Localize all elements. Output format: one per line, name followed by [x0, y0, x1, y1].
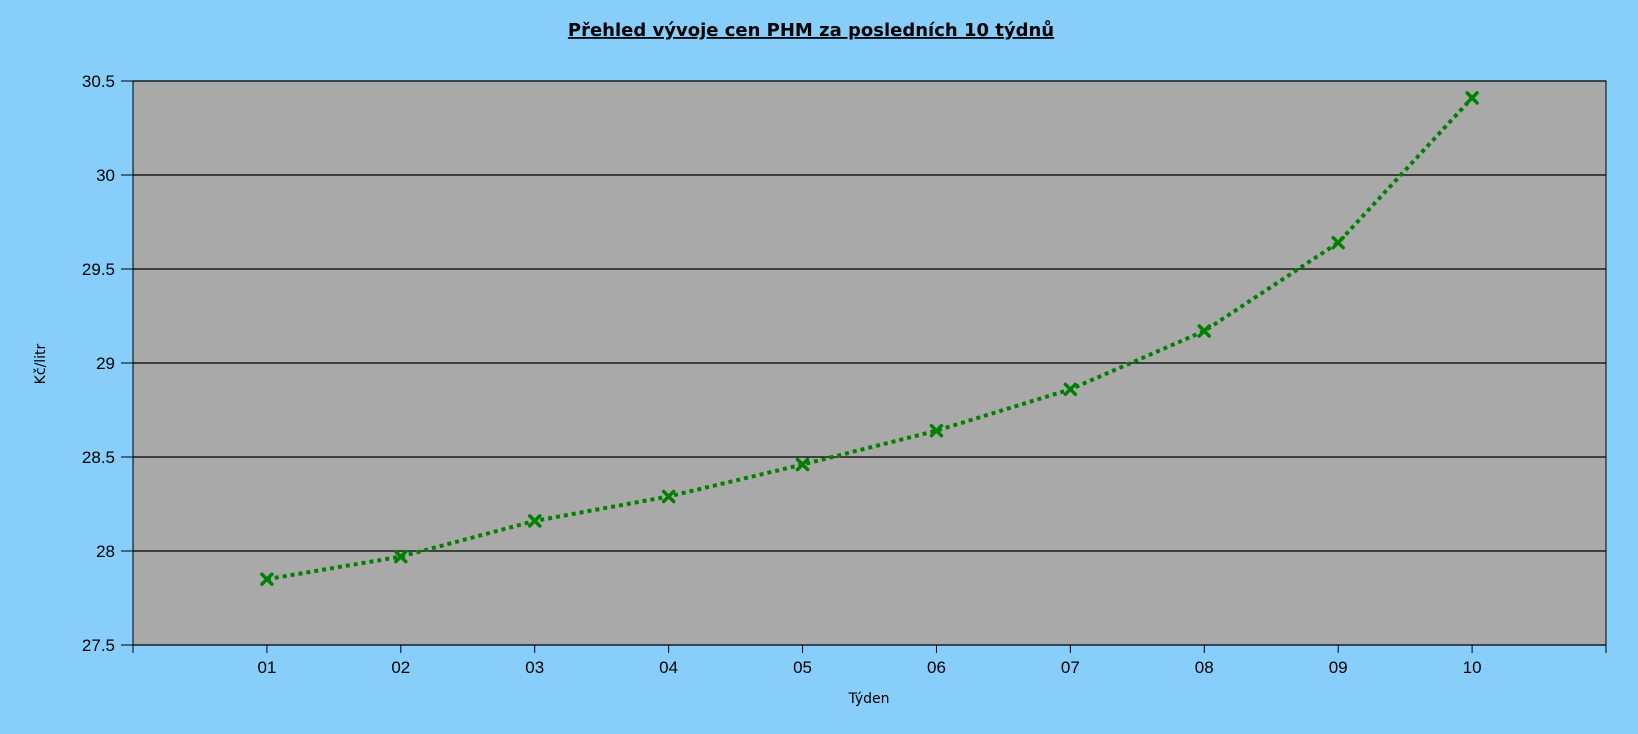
x-tick-label: 03 [525, 658, 544, 677]
x-tick-label: 05 [793, 658, 812, 677]
y-tick-label: 27.5 [82, 636, 115, 655]
data-point-marker [929, 423, 944, 438]
y-tick-label: 30 [96, 166, 115, 185]
x-tick-label: 01 [257, 658, 276, 677]
data-point-marker [795, 457, 810, 472]
data-point-marker [661, 489, 676, 504]
x-tick-label: 10 [1463, 658, 1482, 677]
x-tick-label: 08 [1195, 658, 1214, 677]
data-point-marker [260, 572, 274, 586]
data-point-marker [1063, 382, 1078, 397]
y-tick-label: 28.5 [82, 448, 115, 467]
gridlines [133, 80, 1606, 646]
x-axis-label: Týden [847, 691, 889, 707]
data-point-marker [1197, 324, 1212, 338]
x-tick-label: 04 [659, 658, 678, 677]
x-tick-label: 06 [927, 658, 946, 677]
data-point-marker [1465, 91, 1479, 105]
y-axis-label: Kč/litr [33, 343, 49, 384]
x-tick-label: 09 [1329, 658, 1348, 677]
y-axis-ticks: 27.5 28 28.5 29 29.5 30 30.5 [82, 72, 133, 655]
series-line [266, 96, 1474, 582]
x-axis-ticks: 01 02 03 04 05 06 07 08 09 10 [132, 645, 1607, 677]
chart-title: Přehled vývoje cen PHM za posledních 10 … [568, 19, 1054, 41]
data-point-marker [527, 514, 542, 528]
data-point-marker [394, 549, 408, 564]
series-markers [260, 91, 1479, 586]
data-point-marker [1331, 235, 1345, 250]
x-tick-label: 07 [1061, 658, 1080, 677]
y-tick-label: 30.5 [82, 72, 115, 91]
y-tick-label: 28 [96, 542, 115, 561]
x-tick-label: 02 [391, 658, 410, 677]
y-tick-label: 29 [96, 354, 115, 373]
y-tick-label: 29.5 [82, 260, 115, 279]
